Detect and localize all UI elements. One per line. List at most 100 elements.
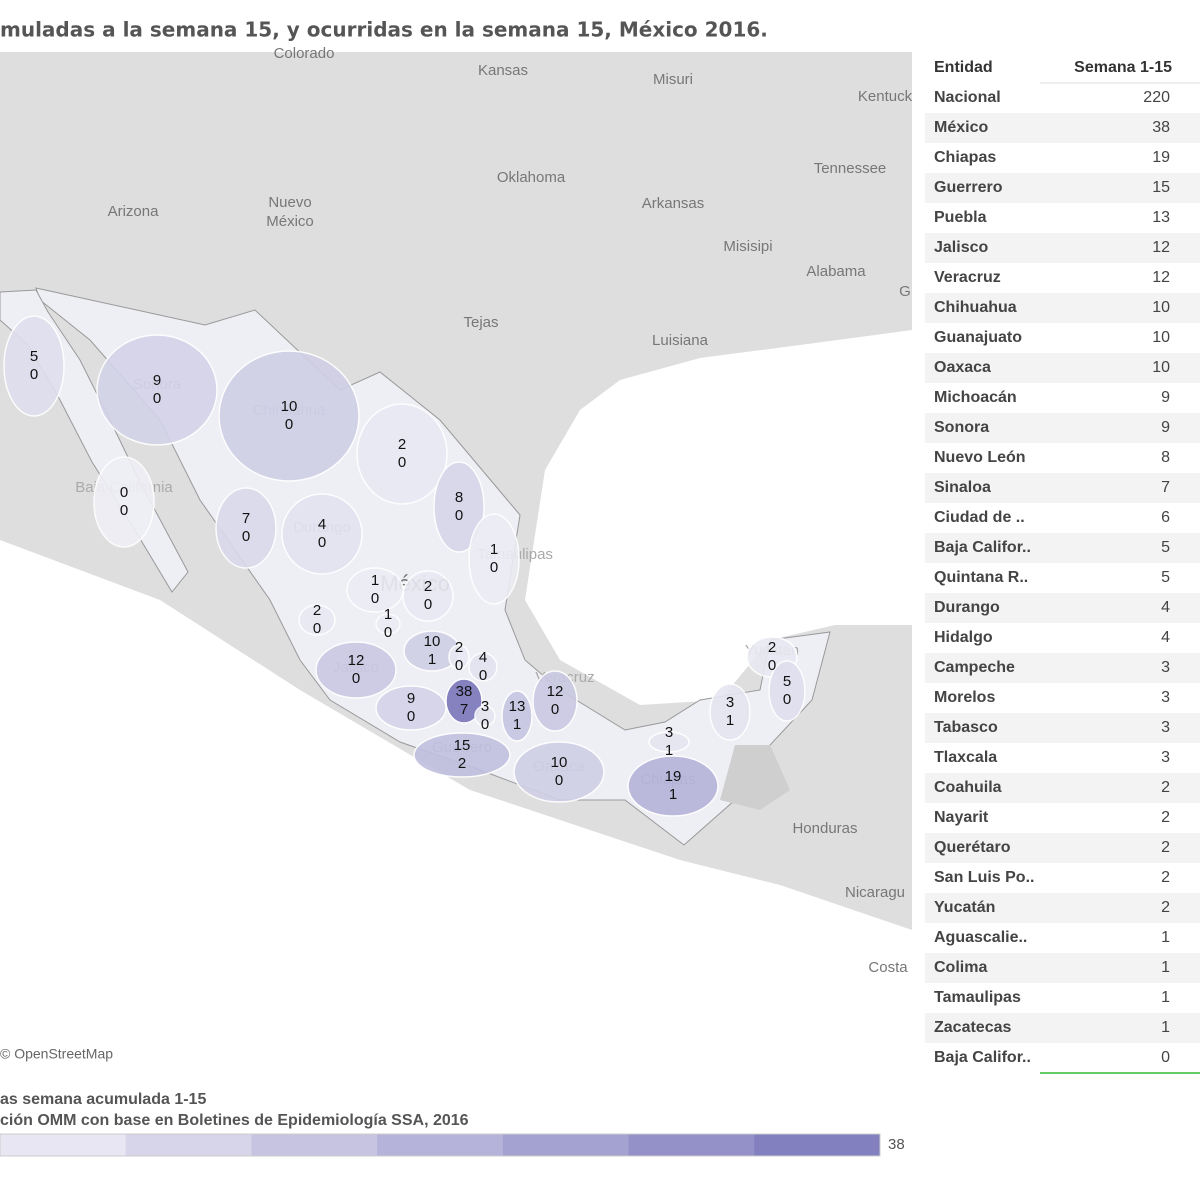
state-cumulative: 1 bbox=[490, 541, 498, 558]
state-region bbox=[648, 731, 690, 753]
state-cumulative: 3 bbox=[665, 724, 673, 741]
row-band bbox=[925, 773, 1200, 803]
row-label: Guanajuato bbox=[934, 329, 1022, 346]
place-label: Tejas bbox=[463, 314, 498, 331]
state-cumulative: 10 bbox=[424, 633, 441, 650]
state-cumulative: 0 bbox=[120, 484, 128, 501]
state-cumulative: 8 bbox=[455, 489, 463, 506]
row-band bbox=[925, 533, 1200, 563]
central-america bbox=[720, 745, 790, 810]
state-week15: 0 bbox=[398, 454, 406, 471]
place-label: Arizona bbox=[108, 203, 160, 220]
state-region bbox=[375, 613, 401, 635]
state-week15: 0 bbox=[30, 366, 38, 383]
row-label: Veracruz bbox=[934, 269, 1001, 286]
row-label: Nacional bbox=[934, 89, 1001, 106]
state-week15: 1 bbox=[428, 651, 436, 668]
row-band bbox=[925, 713, 1200, 743]
state-region bbox=[448, 644, 470, 670]
place-label: Arkansas bbox=[642, 195, 705, 212]
state-cumulative: 1 bbox=[371, 572, 379, 589]
state-cumulative: 7 bbox=[242, 510, 250, 527]
state-cumulative: 9 bbox=[153, 372, 161, 389]
state-cumulative: 3 bbox=[726, 694, 734, 711]
row-value: 5 bbox=[1161, 569, 1170, 586]
state-week15: 0 bbox=[783, 691, 791, 708]
state-cumulative: 12 bbox=[348, 652, 365, 669]
state-region bbox=[93, 456, 155, 548]
attribution: © OpenStreetMap bbox=[0, 1046, 113, 1062]
place-label: Luisiana bbox=[652, 332, 709, 349]
state-week15: 0 bbox=[481, 716, 489, 733]
row-band bbox=[925, 173, 1200, 203]
legend-swatch bbox=[125, 1134, 252, 1156]
row-label: Coahuila bbox=[934, 779, 1002, 796]
row-label: Campeche bbox=[934, 659, 1015, 676]
place-label: Oklahoma bbox=[497, 169, 566, 186]
place-label: Nicaragu bbox=[845, 884, 905, 901]
state-week15: 0 bbox=[479, 667, 487, 684]
state-week15: 1 bbox=[669, 786, 677, 803]
state-cumulative: 2 bbox=[313, 602, 321, 619]
row-label: Tamaulipas bbox=[934, 989, 1021, 1006]
row-band bbox=[925, 233, 1200, 263]
row-label: Chiapas bbox=[934, 149, 996, 166]
row-value: 2 bbox=[1161, 779, 1170, 796]
row-value: 3 bbox=[1161, 749, 1170, 766]
state-cumulative: 4 bbox=[479, 649, 487, 666]
state-week15: 1 bbox=[513, 716, 521, 733]
row-band bbox=[925, 893, 1200, 923]
place-label: Misisipi bbox=[723, 238, 772, 255]
row-value: 7 bbox=[1161, 479, 1170, 496]
place-label: México bbox=[266, 213, 314, 230]
legend-swatch bbox=[0, 1134, 127, 1156]
row-label: Zacatecas bbox=[934, 1019, 1011, 1036]
state-week15: 0 bbox=[242, 528, 250, 545]
row-band bbox=[925, 353, 1200, 383]
row-value: 38 bbox=[1152, 119, 1170, 136]
state-week15: 0 bbox=[352, 670, 360, 687]
row-value: 220 bbox=[1143, 89, 1170, 106]
place-label: Alabama bbox=[806, 263, 866, 280]
state-cumulative: 10 bbox=[551, 754, 568, 771]
row-label: Sinaloa bbox=[934, 479, 991, 496]
legend-max: 38 bbox=[888, 1136, 905, 1153]
map: Colorado Kansas Misuri Kentuck Tennessee Okla… bbox=[0, 45, 913, 1070]
row-value: 4 bbox=[1161, 629, 1170, 646]
state-region bbox=[375, 685, 447, 731]
row-label: Ciudad de .. bbox=[934, 509, 1025, 526]
legend-title: as semana acumulada 1-15 bbox=[0, 1091, 206, 1108]
place-label: Kentuck bbox=[858, 88, 913, 105]
row-label: Yucatán bbox=[934, 899, 995, 916]
state-week15: 0 bbox=[455, 657, 463, 674]
state-region bbox=[768, 660, 806, 722]
row-value: 5 bbox=[1161, 539, 1170, 556]
state-cumulative: 12 bbox=[547, 683, 564, 700]
state-cumulative: 15 bbox=[454, 737, 471, 754]
legend-source: ción OMM con base en Boletines de Epidem… bbox=[0, 1112, 469, 1129]
state-cumulative: 19 bbox=[665, 768, 682, 785]
row-label: Durango bbox=[934, 599, 1000, 616]
state-region bbox=[356, 403, 448, 505]
place-label: Costa bbox=[868, 959, 908, 976]
state-region bbox=[298, 604, 336, 636]
state-week15: 1 bbox=[665, 742, 673, 759]
row-label: Tabasco bbox=[934, 719, 998, 736]
row-band bbox=[925, 473, 1200, 503]
row-label: Baja Califor.. bbox=[934, 539, 1031, 556]
state-region bbox=[627, 755, 719, 817]
state-week15: 0 bbox=[551, 701, 559, 718]
row-band bbox=[925, 413, 1200, 443]
row-value: 3 bbox=[1161, 689, 1170, 706]
row-value: 2 bbox=[1161, 809, 1170, 826]
row-value: 1 bbox=[1161, 1019, 1170, 1036]
legend-swatch bbox=[502, 1134, 630, 1156]
row-value: 1 bbox=[1161, 959, 1170, 976]
row-label: Colima bbox=[934, 959, 987, 976]
table-header: Entidad bbox=[934, 59, 993, 76]
place-label: Misuri bbox=[653, 71, 693, 88]
place-label: G bbox=[899, 283, 911, 300]
state-region bbox=[413, 732, 511, 778]
